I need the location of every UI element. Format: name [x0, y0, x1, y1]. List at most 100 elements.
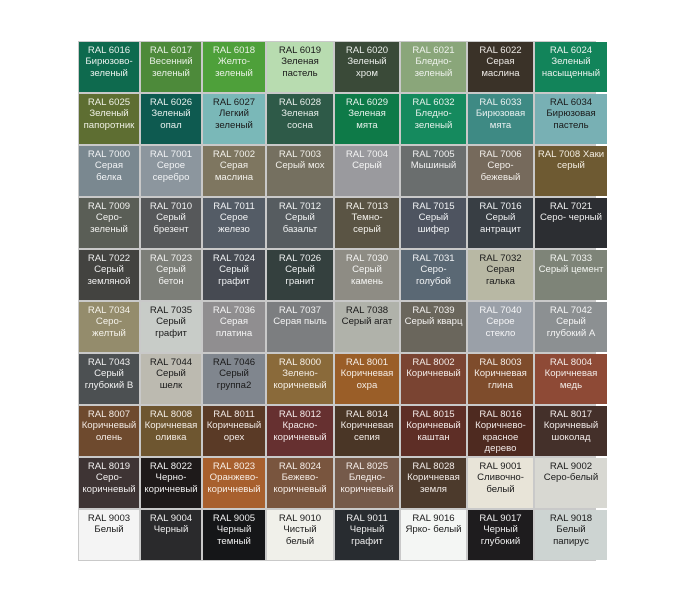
color-swatch: RAL 8017 Коричневый шоколад — [535, 406, 607, 456]
color-name: Серый шелк — [156, 368, 186, 391]
color-swatch: RAL 7035 Серый графит — [141, 302, 201, 352]
color-name: Серая маслина — [214, 160, 254, 183]
color-swatch: RAL 9003 Белый — [79, 510, 139, 560]
color-swatch: RAL 9004 Черный — [141, 510, 201, 560]
ral-code: RAL 9001 — [479, 461, 522, 472]
color-name: Серый гранит — [285, 264, 315, 287]
color-swatch: RAL 8002 Коричневый — [401, 354, 466, 404]
ral-code: RAL 6022 — [479, 45, 522, 56]
color-name: Серый глубокий В — [84, 368, 134, 391]
color-name: Черный темный — [216, 524, 252, 547]
ral-code: RAL 7032 — [479, 253, 522, 264]
color-name: Серый брезент — [153, 212, 189, 235]
ral-code: RAL 9018 — [549, 513, 593, 524]
color-swatch: RAL 6029 Зеленая мята — [335, 94, 399, 144]
color-name: Серая маслина — [481, 56, 520, 79]
color-swatch: RAL 8025 Бледно- коричневый — [335, 458, 399, 508]
ral-code: RAL 7026 — [278, 253, 322, 264]
color-swatch: RAL 8023 Оранжево- коричневый — [203, 458, 265, 508]
color-name: Серый мох — [275, 160, 325, 172]
ral-code: RAL 7042 — [549, 305, 593, 316]
color-name: Серый графит — [218, 264, 250, 287]
ral-code: RAL 6020 — [345, 45, 389, 56]
color-swatch: RAL 7010 Серый брезент — [141, 198, 201, 248]
color-swatch: RAL 6025 Зеленый папоротник — [79, 94, 139, 144]
ral-code: RAL 7033 — [549, 253, 593, 264]
color-swatch: RAL 7013 Темно- серый — [335, 198, 399, 248]
color-name: Серо-белый — [543, 472, 599, 484]
color-swatch: RAL 7031 Серо- голубой — [401, 250, 466, 300]
ral-code: RAL 7036 — [212, 305, 256, 316]
color-swatch: RAL 8024 Бежево- коричневый — [267, 458, 333, 508]
color-swatch: RAL 9016 Ярко- белый — [401, 510, 466, 560]
ral-code: RAL 7035 — [149, 305, 193, 316]
color-name: Серый земляной — [87, 264, 131, 287]
ral-code: RAL 8022 — [149, 461, 193, 472]
ral-code: RAL 7030 — [345, 253, 389, 264]
ral-code: RAL 8019 — [87, 461, 131, 472]
color-swatch: RAL 6026 Зеленый опал — [141, 94, 201, 144]
ral-code: RAL 6027 — [212, 97, 256, 108]
color-swatch: RAL 7011 Серое железо — [203, 198, 265, 248]
ral-code: RAL 8016 — [479, 409, 522, 420]
color-name: Коричневый орех — [206, 420, 262, 443]
color-swatch: RAL 7004 Серый — [335, 146, 399, 196]
color-swatch: RAL 8014 Коричневая сепия — [335, 406, 399, 456]
ral-code: RAL 6032 — [412, 97, 455, 108]
color-swatch: RAL 8007 Коричневый олень — [79, 406, 139, 456]
ral-code: RAL 9005 — [212, 513, 256, 524]
ral-code: RAL 7009 — [87, 201, 131, 212]
color-name: Серо- голубой — [415, 264, 452, 287]
color-name: Черный глубокий — [480, 524, 521, 547]
color-swatch: RAL 6024 Зеленый насыщенный — [535, 42, 607, 92]
ral-code: RAL 7001 — [149, 149, 193, 160]
color-swatch: RAL 6022 Серая маслина — [468, 42, 533, 92]
color-name: Серый цемент — [538, 264, 604, 276]
color-swatch: RAL 7046 Серый группа2 — [203, 354, 265, 404]
ral-code: RAL 7021 — [549, 201, 593, 212]
color-swatch: RAL 7043 Серый глубокий В — [79, 354, 139, 404]
ral-code: RAL 8023 — [212, 461, 256, 472]
color-name: Зеленая мята — [348, 108, 386, 131]
color-swatch: RAL 6018 Желто- зеленый — [203, 42, 265, 92]
ral-code: RAL 6034 — [549, 97, 593, 108]
ral-code: RAL 9011 — [346, 513, 388, 524]
color-swatch: RAL 6019 Зеленая пастель — [267, 42, 333, 92]
color-name: Бледно- зеленый — [414, 56, 453, 79]
color-swatch: RAL 7005 Мышиный — [401, 146, 466, 196]
ral-code: RAL 6024 — [549, 45, 593, 56]
color-swatch: RAL 8028 Коричневая земля — [401, 458, 466, 508]
color-swatch: RAL 7024 Серый графит — [203, 250, 265, 300]
ral-code: RAL 8015 — [412, 409, 455, 420]
color-name: Коричневая глина — [474, 368, 527, 391]
ral-code: RAL 7004 — [345, 149, 389, 160]
ral-code: RAL 7012 — [278, 201, 322, 212]
ral-color-chart: RAL 6016 Бирюзово- зеленый RAL 6017 Весенни… — [78, 41, 607, 561]
ral-code: RAL 6026 — [149, 97, 193, 108]
color-name: Бирюзовая пастель — [546, 108, 596, 131]
ral-code: RAL 6019 — [278, 45, 322, 56]
ral-code: RAL 9002 — [549, 461, 593, 472]
color-swatch: RAL 6017 Весенний зеленый — [141, 42, 201, 92]
color-swatch: RAL 9017 Черный глубокий — [468, 510, 533, 560]
ral-code: RAL 8024 — [278, 461, 322, 472]
color-swatch: RAL 7034 Серо- желтый — [79, 302, 139, 352]
color-swatch: RAL 7033 Серый цемент — [535, 250, 607, 300]
ral-code: RAL 8008 — [149, 409, 193, 420]
color-swatch: RAL 6027 Легкий зеленый — [203, 94, 265, 144]
color-swatch: RAL 8019 Серо- коричневый — [79, 458, 139, 508]
color-name: Ярко- белый — [405, 524, 462, 536]
color-name: Красно- коричневый — [273, 420, 327, 443]
ral-code: RAL 7016 — [479, 201, 522, 212]
color-name: Серый базальт — [282, 212, 318, 235]
ral-code: RAL 7003 — [278, 149, 322, 160]
color-name: Коричневый олень — [81, 420, 137, 443]
color-swatch: RAL 7022 Серый земляной — [79, 250, 139, 300]
ral-code: RAL 7046 — [212, 357, 256, 368]
color-name: Серая платина — [215, 316, 253, 339]
ral-code: RAL 7040 — [479, 305, 522, 316]
color-name: Серый кварц — [404, 316, 463, 328]
ral-code: RAL 7043 — [87, 357, 131, 368]
ral-code: RAL 6025 — [87, 97, 131, 108]
color-name: Коричневая медь — [544, 368, 598, 391]
